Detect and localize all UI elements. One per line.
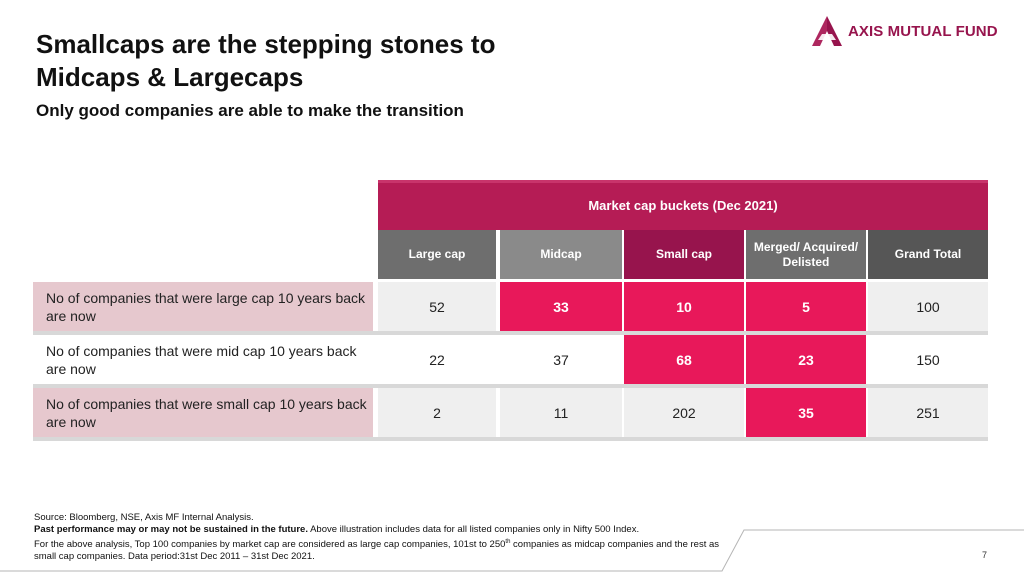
table-cell: 33 <box>500 282 622 331</box>
table-cell: 10 <box>624 282 744 331</box>
table-cell: 37 <box>500 335 622 384</box>
title-line-2: Midcaps & Largecaps <box>36 62 304 92</box>
column-header-small-cap: Small cap <box>624 230 744 279</box>
table-cell: 2 <box>378 388 496 437</box>
table-header-banner: Market cap buckets (Dec 2021) <box>378 180 988 230</box>
column-header-midcap: Midcap <box>500 230 622 279</box>
table-cell: 100 <box>868 282 988 331</box>
row-divider <box>33 331 988 335</box>
note-part-2: companies as midcap companies and the re… <box>34 539 720 563</box>
page-number: 7 <box>982 550 988 560</box>
row-label-mid-cap: No of companies that were mid cap 10 yea… <box>33 335 373 384</box>
table-cell: 52 <box>378 282 496 331</box>
brand-name: AXIS MUTUAL FUND <box>848 22 998 40</box>
table-cell: 23 <box>746 335 866 384</box>
table-cell: 35 <box>746 388 866 437</box>
table-cell: 22 <box>378 335 496 384</box>
row-divider <box>33 437 988 441</box>
axis-a-logo-icon <box>812 16 842 46</box>
footnote-source: Source: Bloomberg, NSE, Axis MF Internal… <box>34 512 254 523</box>
footnote-disclaimer: Past performance may or may not be susta… <box>34 524 734 536</box>
table-cell: 11 <box>500 388 622 437</box>
row-divider <box>33 384 988 388</box>
table-cell: 150 <box>868 335 988 384</box>
brand-logo: AXIS MUTUAL FUND <box>810 14 998 48</box>
column-header-large-cap: Large cap <box>378 230 496 279</box>
table-cell: 68 <box>624 335 744 384</box>
disclaimer-bold: Past performance may or may not be susta… <box>34 524 308 535</box>
column-header-merged: Merged/ Acquired/ Delisted <box>746 230 866 279</box>
table-cell: 5 <box>746 282 866 331</box>
footnote: Source: Bloomberg, NSE, Axis MF Internal… <box>34 512 734 563</box>
page-subtitle: Only good companies are able to make the… <box>36 101 464 120</box>
page-title: Smallcaps are the stepping stones to Mid… <box>36 28 495 94</box>
note-superscript: th <box>505 539 511 545</box>
title-line-1: Smallcaps are the stepping stones to <box>36 29 496 59</box>
table-cell: 251 <box>868 388 988 437</box>
row-label-large-cap: No of companies that were large cap 10 y… <box>33 282 373 331</box>
table-cell: 202 <box>624 388 744 437</box>
note-part-1: For the above analysis, Top 100 companie… <box>34 539 506 551</box>
disclaimer-text: Above illustration includes data for all… <box>307 524 640 535</box>
footnote-note: For the above analysis, Top 100 companie… <box>34 536 734 563</box>
row-label-small-cap: No of companies that were small cap 10 y… <box>33 388 373 437</box>
column-header-grand-total: Grand Total <box>868 230 988 279</box>
